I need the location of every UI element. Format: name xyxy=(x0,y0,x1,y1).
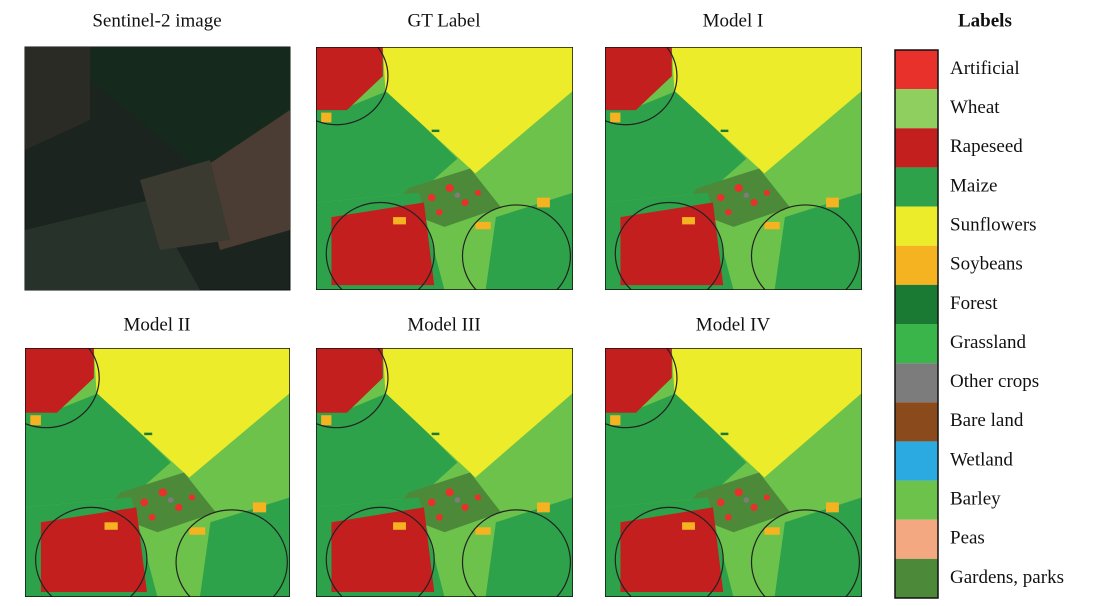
legend: Artificial Wheat Rapeseed Maize Sunflowers So… xyxy=(895,50,1064,598)
legend-label: Grassland xyxy=(950,332,1026,353)
panel-title: Model II xyxy=(123,314,190,335)
panel-title: Model IV xyxy=(696,314,771,335)
legend-swatch xyxy=(895,441,938,480)
figure: Sentinel-2 image GT Label Model I Model … xyxy=(0,0,1098,606)
legend-label: Soybeans xyxy=(950,254,1023,275)
legend-label: Wetland xyxy=(950,449,1013,470)
legend-label: Forest xyxy=(950,293,998,314)
sentinel-image xyxy=(25,47,290,290)
legend-label: Sunflowers xyxy=(950,215,1037,236)
legend-swatch xyxy=(895,50,938,89)
panel-title: Model III xyxy=(407,314,480,335)
legend-label: Barley xyxy=(950,489,1001,510)
gt-label-map xyxy=(285,28,573,307)
legend-label: Wheat xyxy=(950,97,1000,118)
legend-swatch xyxy=(895,167,938,206)
legend-title: Labels xyxy=(958,10,1012,31)
panel-title: Sentinel-2 image xyxy=(92,10,221,31)
legend-label: Rapeseed xyxy=(950,136,1023,157)
legend-swatch xyxy=(895,128,938,167)
legend-label: Artificial xyxy=(950,58,1020,79)
legend-label: Maize xyxy=(950,175,997,196)
model-map xyxy=(285,328,573,606)
legend-swatch xyxy=(895,89,938,128)
model-map xyxy=(574,328,862,606)
legend-swatch xyxy=(895,520,938,559)
legend-swatch xyxy=(895,481,938,520)
panel-title: GT Label xyxy=(408,10,481,31)
legend-swatch xyxy=(895,402,938,441)
legend-swatch xyxy=(895,363,938,402)
legend-swatch xyxy=(895,207,938,246)
legend-swatch xyxy=(895,285,938,324)
model-map xyxy=(574,28,862,307)
legend-label: Bare land xyxy=(950,410,1024,431)
legend-label: Peas xyxy=(950,528,985,549)
legend-label: Other crops xyxy=(950,371,1039,392)
legend-swatch xyxy=(895,324,938,363)
model-map xyxy=(0,328,290,606)
panel-title: Model I xyxy=(703,10,764,31)
legend-swatch xyxy=(895,559,938,598)
legend-label: Gardens, parks xyxy=(950,567,1064,588)
legend-swatch xyxy=(895,246,938,285)
